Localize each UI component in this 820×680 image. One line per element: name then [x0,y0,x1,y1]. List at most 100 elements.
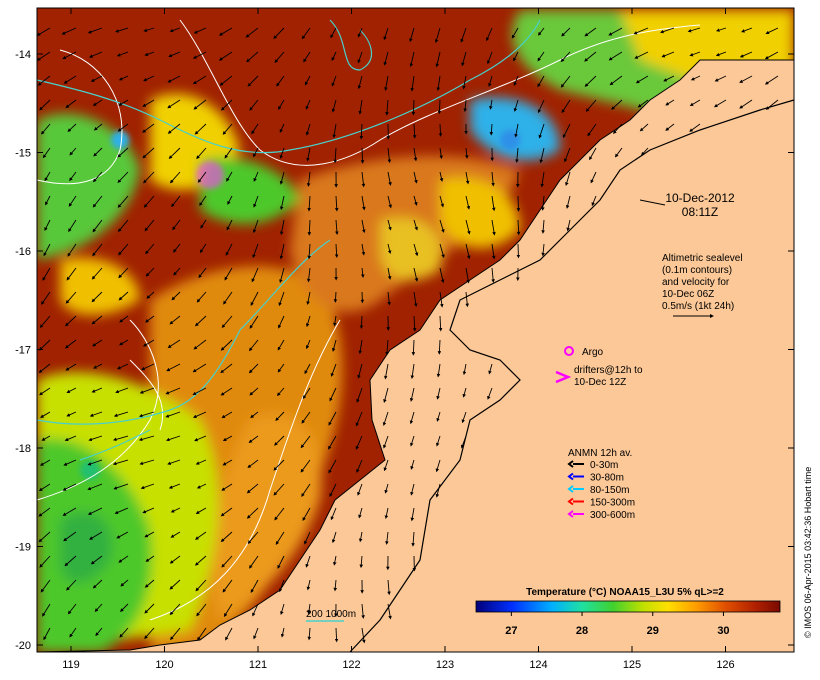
velocity-arrow [118,267,129,279]
velocity-arrow [307,627,312,641]
velocity-arrow [360,267,365,278]
isobaths [36,19,541,461]
velocity-arrow [92,171,103,183]
velocity-arrow [665,123,675,131]
velocity-arrow [169,171,181,184]
velocity-arrow [38,483,51,492]
lon-axis: 119 120 121 122 123 124 125 126 [62,8,735,671]
velocity-arrow [302,507,311,522]
velocity-arrow [689,123,701,132]
velocity-arrow [280,603,285,616]
velocity-arrow [38,363,51,373]
velocity-arrow [119,315,129,323]
velocity-arrow [462,363,467,376]
velocity-arrow [192,411,207,418]
date-label: 10-Dec-2012 [665,191,735,205]
velocity-arrow [439,147,443,160]
velocity-arrow [222,459,233,466]
velocity-arrow [413,267,419,282]
velocity-arrow [246,483,259,494]
velocity-arrow [387,243,392,255]
velocity-arrow [331,531,337,544]
velocity-arrow [118,75,129,81]
velocity-arrow [253,627,259,640]
velocity-arrow [410,507,415,522]
velocity-arrow [195,579,207,592]
velocity-arrow [65,291,77,304]
velocity-arrow [93,147,103,157]
velocity-arrow [92,219,103,233]
velocity-arrow [169,27,181,33]
velocity-arrow [361,627,366,644]
velocity-arrow [38,339,51,351]
velocity-arrow [306,171,311,187]
velocity-arrow [358,339,363,355]
velocity-arrow [491,195,496,212]
velocity-arrow [66,387,77,393]
credit-label: © IMOS 06-Apr-2015 03:42:36 Hobart time [803,467,813,638]
velocity-arrow [412,123,417,139]
velocity-arrow [247,459,259,469]
velocity-arrow [665,99,675,106]
velocity-arrow [38,531,51,543]
velocity-arrow [462,75,467,90]
velocity-arrow [221,555,233,568]
velocity-arrow [117,171,129,184]
velocity-arrow [117,195,129,208]
land-mainland [350,100,794,652]
velocity-arrow [307,195,311,212]
velocity-arrow [413,171,418,184]
velocity-arrow [276,387,285,397]
velocity-arrow [273,459,285,471]
velocity-arrow [491,219,496,236]
velocity-arrow [199,195,207,207]
velocity-arrow [170,627,181,641]
velocity-arrow [560,75,571,88]
velocity-arrow [89,531,103,540]
velocity-arrow [173,267,181,276]
velocity-arrow [167,75,181,83]
velocity-arrow [173,243,181,253]
drifter-label-1: drifters@12h to [574,365,643,376]
velocity-arrow [226,171,233,182]
velocity-arrow [252,243,259,259]
velocity-arrow [220,387,233,396]
velocity-arrow [690,75,701,81]
velocity-arrow [562,123,571,139]
velocity-arrow [90,555,103,565]
velocity-arrow [165,435,181,442]
velocity-arrow [91,291,103,303]
velocity-arrow [167,123,181,134]
anmn-legend-title: ANMN 12h av. [568,448,632,459]
velocity-arrow [66,267,77,281]
velocity-arrow [69,171,77,182]
velocity-arrow [357,75,363,90]
velocity-arrow [91,387,103,393]
velocity-arrow [307,219,312,236]
map-frame [36,7,795,653]
velocity-arrow [250,579,259,594]
velocity-arrow [144,315,155,323]
velocity-arrow [739,75,753,83]
velocity-arrow [460,27,467,43]
velocity-arrow [409,51,415,68]
velocity-arrow [274,51,285,63]
velocity-arrow [37,75,51,86]
velocity-arrow [359,315,364,329]
argo-label: Argo [582,347,604,358]
lat-tick-label: -16 [15,246,31,258]
velocity-arrow [40,123,51,135]
velocity-arrow [537,99,545,114]
velocity-arrow [169,555,181,564]
velocity-arrow [274,507,285,521]
velocity-arrow [436,387,441,400]
colorbar [475,600,781,613]
velocity-arrow [118,243,129,256]
velocity-arrow [279,123,285,133]
velocity-arrow [142,507,155,514]
velocity-arrow [513,99,519,112]
velocity-arrow [328,459,337,474]
velocity-arrow [248,363,259,374]
velocity-arrow [739,99,753,109]
